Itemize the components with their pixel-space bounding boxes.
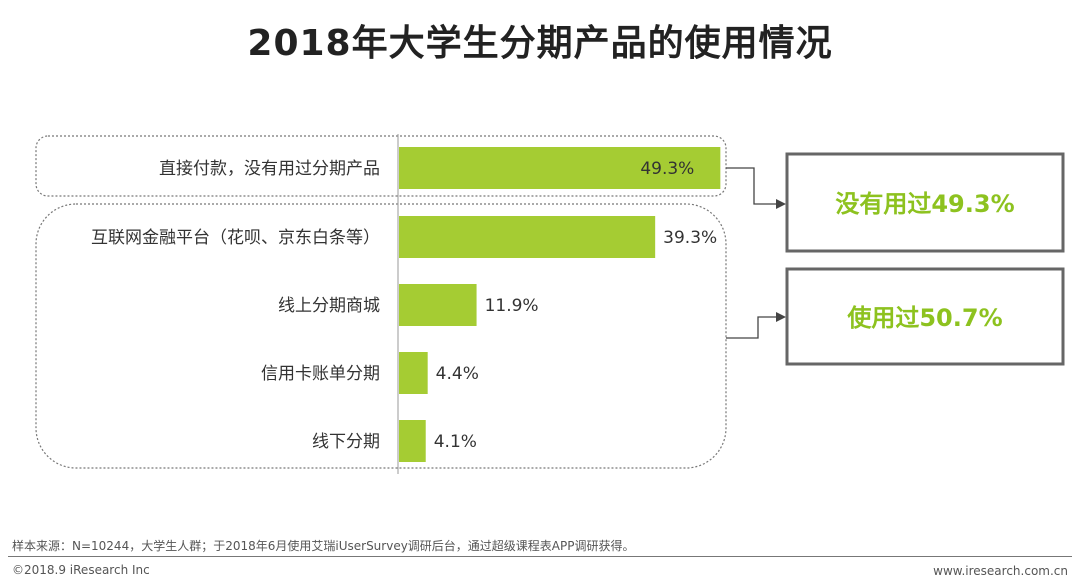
value-label-0: 49.3% [640, 159, 694, 179]
not-used-connector-arrow [776, 199, 786, 209]
used-group-frame [35, 203, 727, 469]
used-connector [726, 316, 778, 339]
used-callout-text: 使用过50.7% [846, 304, 1002, 332]
category-label-2: 线上分期商城 [278, 296, 380, 316]
category-label-3: 信用卡账单分期 [261, 364, 380, 384]
value-label-1: 39.3% [663, 228, 717, 248]
not-used-group-frame [35, 135, 727, 197]
bar-0 [399, 147, 721, 189]
footer-divider [8, 556, 1072, 557]
value-label-2: 11.9% [485, 296, 539, 316]
not-used-connector [726, 167, 778, 205]
not-used-callout-text: 没有用过49.3% [835, 190, 1014, 218]
value-label-4: 4.1% [434, 432, 477, 452]
bar-3 [399, 352, 428, 394]
bar-2 [399, 284, 477, 326]
website-link[interactable]: www.iresearch.com.cn [933, 564, 1068, 578]
category-label-1: 互联网金融平台（花呗、京东白条等） [91, 228, 380, 248]
chart-title: 2018年大学生分期产品的使用情况 [247, 23, 833, 64]
category-label-0: 直接付款，没有用过分期产品 [159, 159, 380, 179]
bar-1 [399, 216, 656, 258]
category-label-4: 线下分期 [312, 432, 380, 452]
source-footnote: 样本来源：N=10244，大学生人群；于2018年6月使用艾瑞iUserSurv… [12, 539, 635, 553]
value-label-3: 4.4% [436, 364, 479, 384]
used-connector-arrow [776, 312, 786, 322]
bar-4 [399, 420, 426, 462]
used-callout-box [785, 267, 1065, 366]
copyright-text: ©2018.9 iResearch Inc [12, 563, 150, 577]
not-used-callout-box [785, 152, 1065, 253]
